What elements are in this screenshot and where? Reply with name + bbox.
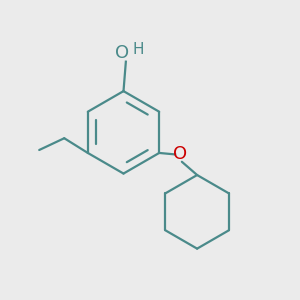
Text: O: O <box>115 44 129 62</box>
Text: O: O <box>173 146 188 164</box>
Text: H: H <box>133 42 144 57</box>
